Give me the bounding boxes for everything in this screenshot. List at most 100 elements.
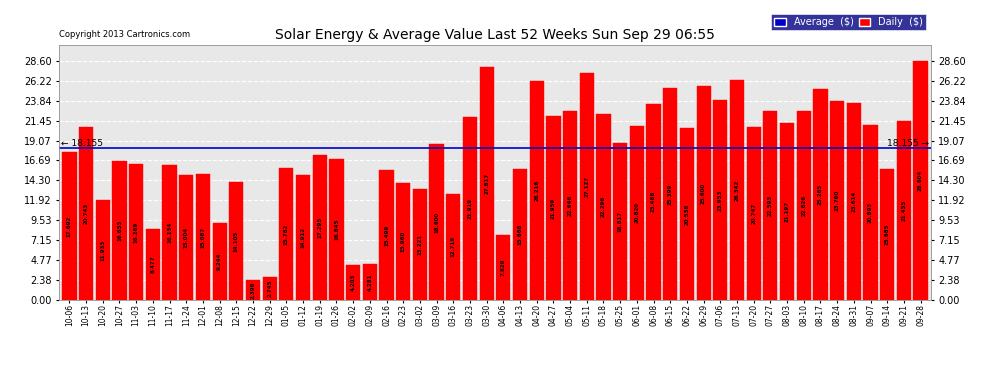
Bar: [797, 111, 811, 300]
Text: 21.959: 21.959: [550, 198, 556, 219]
Text: 2.745: 2.745: [267, 280, 272, 297]
Text: 15.685: 15.685: [885, 224, 890, 245]
Bar: [196, 174, 210, 300]
Bar: [262, 277, 277, 300]
Bar: [563, 111, 577, 300]
Title: Solar Energy & Average Value Last 52 Weeks Sun Sep 29 06:55: Solar Energy & Average Value Last 52 Wee…: [275, 28, 715, 42]
Text: 7.829: 7.829: [501, 258, 506, 276]
Text: 22.626: 22.626: [801, 195, 806, 216]
Text: 25.600: 25.600: [701, 182, 706, 204]
Text: 15.499: 15.499: [384, 225, 389, 246]
Bar: [313, 155, 327, 300]
Text: 15.087: 15.087: [200, 226, 206, 248]
Text: 21.197: 21.197: [784, 201, 790, 222]
Text: 27.127: 27.127: [584, 176, 589, 197]
Text: 15.668: 15.668: [518, 224, 523, 245]
Bar: [814, 89, 828, 300]
Bar: [746, 126, 760, 300]
Bar: [162, 165, 176, 300]
Bar: [446, 194, 460, 300]
Text: 21.919: 21.919: [467, 198, 472, 219]
Text: 16.154: 16.154: [167, 222, 172, 243]
Bar: [430, 144, 444, 300]
Bar: [330, 159, 344, 300]
Text: 17.692: 17.692: [67, 215, 72, 237]
Text: 9.244: 9.244: [217, 253, 222, 270]
Bar: [179, 174, 193, 300]
Text: 23.760: 23.760: [835, 190, 840, 211]
Text: 4.281: 4.281: [367, 273, 372, 291]
Text: 22.296: 22.296: [601, 196, 606, 217]
Bar: [596, 114, 611, 300]
Text: 17.295: 17.295: [317, 217, 323, 238]
Bar: [630, 126, 644, 300]
Bar: [230, 182, 244, 300]
Bar: [413, 189, 427, 300]
Bar: [296, 176, 310, 300]
Bar: [246, 280, 260, 300]
Text: 14.912: 14.912: [301, 227, 306, 248]
Bar: [279, 168, 293, 300]
Bar: [146, 229, 160, 300]
Bar: [546, 116, 560, 300]
Text: Copyright 2013 Cartronics.com: Copyright 2013 Cartronics.com: [59, 30, 190, 39]
Bar: [830, 101, 844, 300]
Bar: [846, 103, 861, 300]
Text: 20.895: 20.895: [868, 202, 873, 223]
Text: 13.221: 13.221: [418, 234, 423, 255]
Text: 14.105: 14.105: [234, 231, 239, 252]
Text: 8.477: 8.477: [150, 256, 155, 273]
Bar: [763, 111, 777, 300]
Bar: [496, 234, 511, 300]
Bar: [646, 104, 660, 300]
Bar: [914, 61, 928, 300]
Legend: Average  ($), Daily  ($): Average ($), Daily ($): [771, 14, 926, 30]
Bar: [463, 117, 477, 300]
Bar: [129, 164, 144, 300]
Bar: [880, 169, 894, 300]
Text: 26.342: 26.342: [735, 179, 740, 201]
Bar: [213, 223, 227, 300]
Text: 20.743: 20.743: [83, 202, 88, 224]
Text: 20.820: 20.820: [635, 202, 640, 223]
Bar: [379, 170, 394, 300]
Text: 15.004: 15.004: [184, 227, 189, 248]
Text: 28.604: 28.604: [918, 170, 923, 191]
Bar: [62, 152, 76, 300]
Bar: [897, 121, 911, 300]
Text: 2.398: 2.398: [250, 281, 255, 299]
Text: 26.216: 26.216: [535, 180, 540, 201]
Text: 18.155 →: 18.155 →: [887, 139, 929, 148]
Bar: [479, 68, 494, 300]
Bar: [663, 88, 677, 300]
Bar: [513, 169, 527, 300]
Text: 4.203: 4.203: [350, 274, 355, 291]
Bar: [713, 100, 728, 300]
Bar: [113, 161, 127, 300]
Bar: [697, 86, 711, 300]
Bar: [730, 80, 744, 300]
Bar: [580, 73, 594, 300]
Bar: [613, 142, 628, 300]
Text: 25.265: 25.265: [818, 184, 823, 205]
Bar: [780, 123, 794, 300]
Text: 27.817: 27.817: [484, 173, 489, 194]
Text: 18.600: 18.600: [434, 211, 440, 233]
Text: 18.817: 18.817: [618, 211, 623, 232]
Text: 20.747: 20.747: [751, 202, 756, 224]
Text: 15.762: 15.762: [284, 224, 289, 245]
Bar: [79, 127, 93, 300]
Text: 13.960: 13.960: [401, 231, 406, 252]
Bar: [680, 128, 694, 300]
Text: 16.269: 16.269: [134, 221, 139, 243]
Text: 16.655: 16.655: [117, 220, 122, 241]
Text: 21.455: 21.455: [902, 200, 907, 221]
Text: 22.646: 22.646: [567, 195, 572, 216]
Bar: [396, 183, 410, 300]
Text: 23.953: 23.953: [718, 189, 723, 210]
Text: 25.399: 25.399: [667, 183, 673, 204]
Text: 23.614: 23.614: [851, 190, 856, 212]
Text: 11.933: 11.933: [100, 240, 105, 261]
Text: 16.845: 16.845: [334, 219, 339, 240]
Text: 20.538: 20.538: [684, 204, 689, 225]
